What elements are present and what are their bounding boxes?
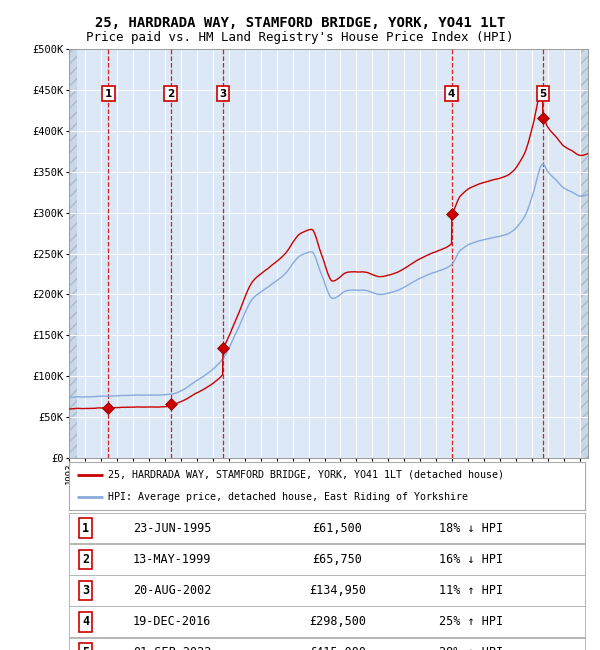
Text: £65,750: £65,750 [313, 552, 362, 566]
Text: 19-DEC-2016: 19-DEC-2016 [133, 615, 211, 628]
Text: 18% ↓ HPI: 18% ↓ HPI [439, 521, 503, 534]
Text: HPI: Average price, detached house, East Riding of Yorkshire: HPI: Average price, detached house, East… [108, 492, 468, 502]
Text: £298,500: £298,500 [309, 615, 366, 628]
Text: £415,000: £415,000 [309, 646, 366, 650]
Text: 4: 4 [82, 615, 89, 628]
Text: 3: 3 [219, 89, 226, 99]
Text: 25, HARDRADA WAY, STAMFORD BRIDGE, YORK, YO41 1LT (detached house): 25, HARDRADA WAY, STAMFORD BRIDGE, YORK,… [108, 470, 504, 480]
Text: 2: 2 [167, 89, 174, 99]
Text: 4: 4 [448, 89, 455, 99]
Text: 20-AUG-2002: 20-AUG-2002 [133, 584, 211, 597]
Text: 1: 1 [105, 89, 112, 99]
Text: 11% ↑ HPI: 11% ↑ HPI [439, 584, 503, 597]
Text: 2: 2 [82, 552, 89, 566]
Text: 01-SEP-2022: 01-SEP-2022 [133, 646, 211, 650]
Bar [69, 49, 77, 458]
Text: Price paid vs. HM Land Registry's House Price Index (HPI): Price paid vs. HM Land Registry's House … [86, 31, 514, 44]
Text: 5: 5 [539, 89, 547, 99]
Text: 23-JUN-1995: 23-JUN-1995 [133, 521, 211, 534]
Text: 25, HARDRADA WAY, STAMFORD BRIDGE, YORK, YO41 1LT: 25, HARDRADA WAY, STAMFORD BRIDGE, YORK,… [95, 16, 505, 31]
Text: 16% ↓ HPI: 16% ↓ HPI [439, 552, 503, 566]
Text: 29% ↑ HPI: 29% ↑ HPI [439, 646, 503, 650]
Text: £61,500: £61,500 [313, 521, 362, 534]
Text: £134,950: £134,950 [309, 584, 366, 597]
Bar [580, 49, 588, 458]
Text: 5: 5 [82, 646, 89, 650]
Text: 13-MAY-1999: 13-MAY-1999 [133, 552, 211, 566]
Text: 1: 1 [82, 521, 89, 534]
Text: 3: 3 [82, 584, 89, 597]
Text: 25% ↑ HPI: 25% ↑ HPI [439, 615, 503, 628]
